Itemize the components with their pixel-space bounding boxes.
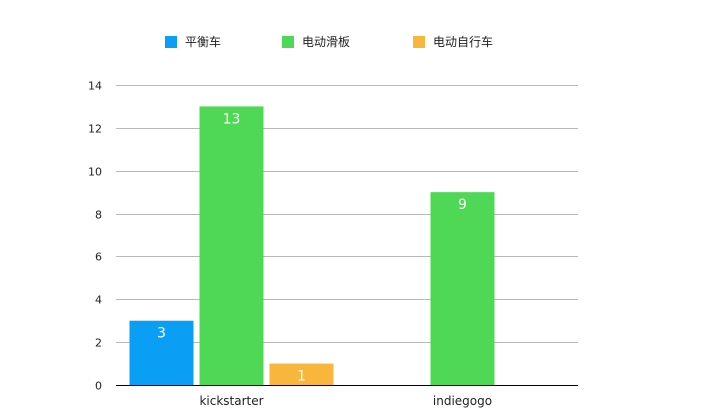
y-tick-label: 14 (88, 80, 102, 93)
y-tick-label: 4 (95, 294, 102, 307)
y-tick-label: 10 (88, 166, 102, 179)
y-tick-label: 6 (95, 251, 102, 264)
legend-label: 平衡车 (185, 35, 222, 49)
bar-kickstarter-1 (199, 106, 264, 385)
y-tick-label: 8 (95, 209, 102, 222)
bar-data-label: 9 (458, 197, 467, 213)
bar-indiegogo-1 (430, 192, 495, 385)
legend: 平衡车 电动滑板 电动自行车 (0, 33, 704, 51)
y-tick-label: 0 (95, 380, 102, 393)
legend-label: 电动自行车 (433, 35, 494, 49)
legend-item-electric-skateboard[interactable]: 电动滑板 (282, 33, 350, 50)
x-tick-label: indiegogo (433, 394, 492, 408)
x-tick-label: kickstarter (199, 394, 263, 408)
y-tick-label: 2 (95, 337, 102, 350)
legend-item-balance-scooter[interactable]: 平衡车 (165, 33, 221, 50)
bar-data-label: 3 (157, 326, 166, 342)
legend-swatch (165, 35, 177, 48)
bar-data-label: 1 (297, 369, 306, 385)
y-tick-label: 12 (88, 123, 102, 136)
bar-kickstarter-0 (129, 320, 194, 385)
legend-item-electric-bike[interactable]: 电动自行车 (413, 33, 493, 50)
bar-data-label: 13 (223, 111, 241, 127)
bar-kickstarter-2 (269, 363, 334, 385)
legend-swatch (282, 35, 294, 48)
legend-swatch (413, 35, 425, 48)
legend-label: 电动滑板 (302, 35, 351, 49)
